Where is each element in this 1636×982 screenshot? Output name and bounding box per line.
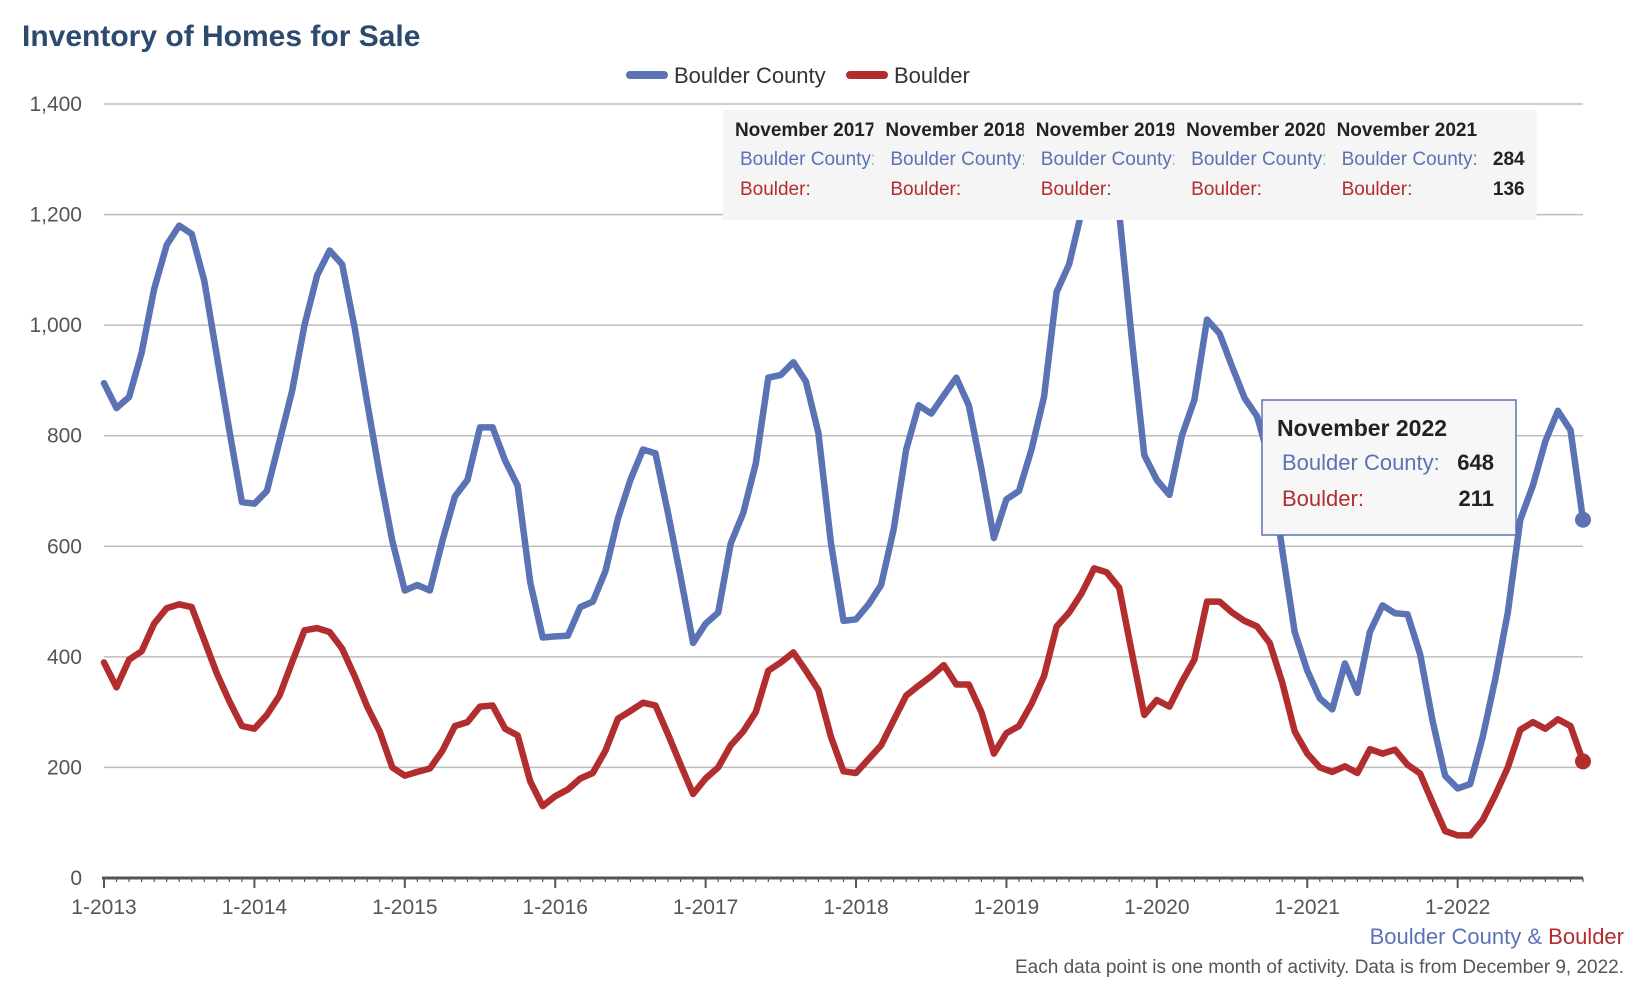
x-tick-label: 1-2022	[1425, 896, 1490, 919]
y-tick-label: 0	[70, 867, 82, 890]
x-tick-label: 1-2013	[71, 896, 136, 919]
annotation-title: November 2018	[885, 120, 1025, 141]
credit-amp: &	[1521, 924, 1548, 949]
annotation-bc-label: Boulder County:	[1041, 149, 1177, 170]
annotation-bc-label: Boulder County:	[890, 149, 1026, 170]
x-tick-label: 1-2017	[673, 896, 738, 919]
series-line-boulder-county[interactable]	[100, 180, 1587, 792]
highlight-bc-value: 648	[1457, 450, 1494, 475]
chart-title: Inventory of Homes for Sale	[22, 20, 420, 53]
annotation-b-label: Boulder:	[1191, 179, 1262, 200]
annotation-title: November 2019	[1036, 120, 1176, 141]
annotation-bc-label: Boulder County:	[1191, 149, 1327, 170]
y-tick-label: 800	[47, 425, 82, 448]
series-points	[1575, 511, 1591, 770]
annotation-title: November 2021	[1337, 120, 1478, 141]
endpoint-boulder-county[interactable]	[1575, 511, 1591, 528]
annotation-b-label: Boulder:	[740, 179, 811, 200]
highlight-bg	[1261, 399, 1517, 536]
y-tick-label: 1,200	[29, 204, 82, 227]
x-tick-label: 1-2018	[823, 896, 888, 919]
y-tick-label: 1,000	[29, 314, 82, 337]
annotation-b-label: Boulder:	[890, 179, 961, 200]
annotation-bc-value: 284	[1493, 149, 1525, 170]
highlight-b-label: Boulder:	[1282, 486, 1364, 511]
annotation-bg	[1324, 110, 1537, 220]
x-tick-label: 1-2016	[523, 896, 588, 919]
annotation-title: November 2020	[1186, 120, 1326, 141]
legend-label-boulder-county[interactable]: Boulder County	[674, 63, 826, 88]
y-axis: 0 200 400 600 800 1,000 1,200 1,400	[29, 93, 82, 890]
annotation-bc-label: Boulder County:	[740, 149, 876, 170]
series-lines	[100, 180, 1587, 839]
annotation-b-label: Boulder:	[1342, 179, 1413, 200]
credit-boulder-county: Boulder County	[1370, 924, 1522, 949]
legend-label-boulder[interactable]: Boulder	[894, 63, 970, 88]
annotation-b-label: Boulder:	[1041, 179, 1112, 200]
annotation-bc-label: Boulder County:	[1342, 149, 1478, 170]
legend: Boulder County Boulder	[626, 63, 970, 88]
y-tick-label: 200	[47, 756, 82, 779]
highlight-bc-label: Boulder County:	[1282, 450, 1440, 475]
credit-boulder: Boulder	[1548, 924, 1624, 949]
x-tick-label: 1-2020	[1124, 896, 1189, 919]
x-tick-label: 1-2019	[974, 896, 1039, 919]
endpoint-boulder[interactable]	[1575, 753, 1591, 770]
highlight-tooltip: November 2022 Boulder County: 648 Boulder: 2…	[1261, 399, 1517, 536]
footnote: Each data point is one month of activity…	[1015, 957, 1624, 978]
credit: Boulder County & Boulder	[1370, 924, 1624, 949]
y-tick-label: 400	[47, 646, 82, 669]
series-line-boulder[interactable]	[100, 565, 1587, 839]
highlight-b-value: 211	[1459, 486, 1495, 511]
x-axis: 1-2013 1-2014 1-2015 1-2016 1-2017 1-2018 1-20…	[71, 876, 1584, 919]
x-tick-label: 1-2021	[1275, 896, 1340, 919]
x-tick-label: 1-2015	[372, 896, 437, 919]
annotation-title: November 2017	[735, 120, 875, 141]
highlight-title: November 2022	[1277, 415, 1447, 441]
annotation-box: November 2021 Boulder County: 284 Boulder: 1…	[1324, 110, 1537, 220]
y-tick-label: 1,400	[29, 93, 82, 116]
x-tick-label: 1-2014	[222, 896, 288, 919]
grid	[104, 103, 1583, 769]
annotation-b-value: 136	[1493, 179, 1525, 200]
y-tick-label: 600	[47, 535, 82, 558]
